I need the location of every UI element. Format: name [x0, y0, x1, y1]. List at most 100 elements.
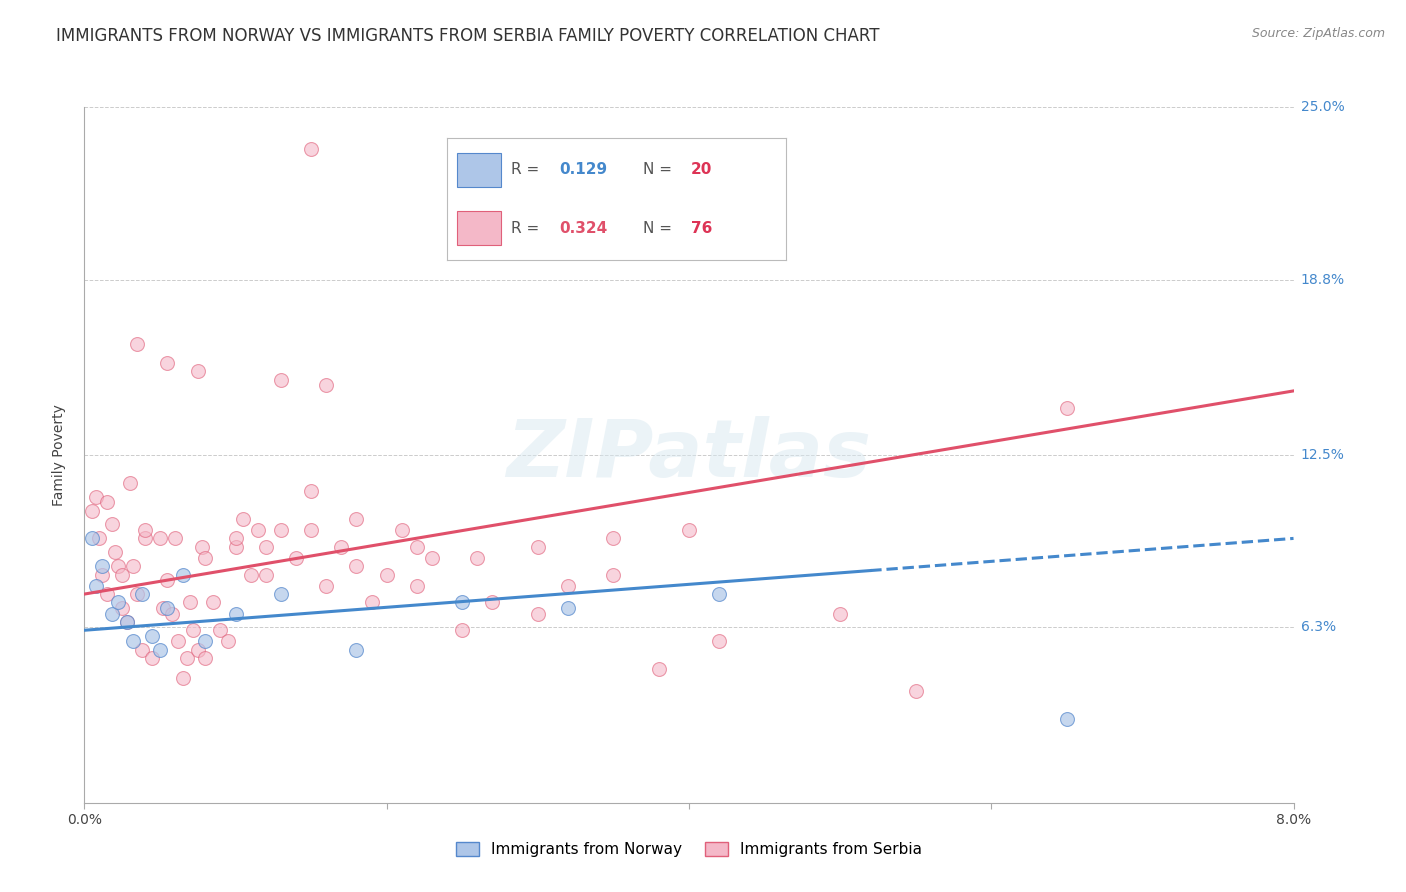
Immigrants from Serbia: [115, 615, 138, 629]
Immigrants from Serbia: [118, 475, 141, 490]
Immigrants from Serbia: [111, 567, 134, 582]
Immigrants from Serbia: [557, 579, 579, 593]
Immigrants from Serbia: [194, 651, 217, 665]
Immigrants from Serbia: [481, 595, 503, 609]
Immigrants from Serbia: [709, 634, 731, 648]
Immigrants from Serbia: [284, 550, 308, 565]
Immigrants from Norway: [91, 559, 114, 574]
Immigrants from Serbia: [375, 567, 398, 582]
Immigrants from Serbia: [270, 373, 292, 387]
Text: ZIPatlas: ZIPatlas: [506, 416, 872, 494]
Immigrants from Serbia: [191, 540, 214, 554]
Immigrants from Serbia: [225, 532, 247, 546]
Immigrants from Serbia: [420, 550, 443, 565]
Immigrants from Serbia: [127, 587, 149, 601]
Immigrants from Serbia: [194, 550, 217, 565]
Y-axis label: Family Poverty: Family Poverty: [52, 404, 66, 506]
Text: 76: 76: [690, 221, 713, 236]
Text: 20: 20: [690, 161, 713, 177]
Text: N =: N =: [644, 161, 678, 177]
Immigrants from Norway: [754, 225, 776, 239]
Text: 0.129: 0.129: [558, 161, 607, 177]
Immigrants from Serbia: [91, 567, 114, 582]
Immigrants from Serbia: [232, 512, 254, 526]
Immigrants from Serbia: [391, 523, 413, 537]
Immigrants from Serbia: [131, 642, 153, 657]
Immigrants from Serbia: [406, 540, 429, 554]
Immigrants from Serbia: [111, 601, 134, 615]
Immigrants from Serbia: [134, 523, 156, 537]
Immigrants from Norway: [149, 642, 172, 657]
Immigrants from Serbia: [209, 624, 232, 638]
Text: 18.8%: 18.8%: [1301, 273, 1344, 286]
Immigrants from Serbia: [134, 532, 156, 546]
Immigrants from Serbia: [156, 573, 179, 587]
Immigrants from Serbia: [201, 595, 224, 609]
Immigrants from Norway: [1056, 712, 1078, 726]
Immigrants from Serbia: [149, 532, 172, 546]
Immigrants from Norway: [194, 634, 217, 648]
Bar: [457, 211, 502, 245]
Immigrants from Serbia: [80, 503, 103, 517]
Immigrants from Serbia: [100, 517, 122, 532]
Immigrants from Serbia: [467, 550, 489, 565]
Immigrants from Serbia: [152, 601, 174, 615]
Immigrants from Serbia: [163, 532, 186, 546]
Text: N =: N =: [644, 221, 678, 236]
Immigrants from Serbia: [121, 559, 143, 574]
Immigrants from Norway: [346, 642, 368, 657]
Immigrants from Serbia: [187, 642, 209, 657]
Immigrants from Norway: [80, 532, 103, 546]
Immigrants from Norway: [172, 567, 194, 582]
Immigrants from Serbia: [527, 607, 550, 621]
Text: IMMIGRANTS FROM NORWAY VS IMMIGRANTS FROM SERBIA FAMILY POVERTY CORRELATION CHAR: IMMIGRANTS FROM NORWAY VS IMMIGRANTS FRO…: [56, 27, 880, 45]
Immigrants from Norway: [141, 629, 163, 643]
Immigrants from Serbia: [678, 523, 700, 537]
Immigrants from Norway: [107, 595, 129, 609]
Immigrants from Norway: [270, 587, 292, 601]
Immigrants from Norway: [156, 601, 179, 615]
Immigrants from Norway: [86, 579, 108, 593]
Immigrants from Serbia: [647, 662, 671, 676]
Immigrants from Serbia: [254, 540, 277, 554]
Immigrants from Serbia: [167, 634, 190, 648]
Immigrants from Serbia: [346, 559, 368, 574]
Legend: Immigrants from Norway, Immigrants from Serbia: Immigrants from Norway, Immigrants from …: [449, 834, 929, 864]
Immigrants from Serbia: [217, 634, 239, 648]
Immigrants from Serbia: [904, 684, 927, 698]
Bar: [457, 153, 502, 187]
Immigrants from Serbia: [360, 595, 382, 609]
Immigrants from Serbia: [406, 579, 429, 593]
Immigrants from Serbia: [160, 607, 183, 621]
Immigrants from Serbia: [89, 532, 111, 546]
Immigrants from Serbia: [527, 540, 550, 554]
Text: 0.324: 0.324: [558, 221, 607, 236]
Text: R =: R =: [512, 161, 544, 177]
Text: R =: R =: [512, 221, 544, 236]
Immigrants from Serbia: [96, 587, 118, 601]
Immigrants from Serbia: [247, 523, 270, 537]
Immigrants from Serbia: [181, 624, 204, 638]
Immigrants from Serbia: [1056, 401, 1078, 415]
Immigrants from Norway: [557, 601, 579, 615]
Immigrants from Norway: [225, 607, 247, 621]
Immigrants from Serbia: [346, 512, 368, 526]
Text: 12.5%: 12.5%: [1301, 448, 1344, 462]
Immigrants from Serbia: [179, 595, 201, 609]
Immigrants from Norway: [451, 595, 474, 609]
Immigrants from Serbia: [299, 142, 322, 156]
Immigrants from Norway: [131, 587, 153, 601]
Immigrants from Serbia: [127, 336, 149, 351]
Immigrants from Serbia: [96, 495, 118, 509]
Immigrants from Serbia: [315, 579, 337, 593]
Immigrants from Serbia: [104, 545, 127, 559]
Immigrants from Serbia: [187, 364, 209, 378]
Text: 25.0%: 25.0%: [1301, 100, 1344, 114]
Immigrants from Serbia: [239, 567, 262, 582]
Immigrants from Norway: [121, 634, 143, 648]
Immigrants from Serbia: [141, 651, 163, 665]
Immigrants from Serbia: [451, 624, 474, 638]
Immigrants from Serbia: [602, 532, 624, 546]
Immigrants from Serbia: [830, 607, 852, 621]
Immigrants from Serbia: [156, 356, 179, 370]
